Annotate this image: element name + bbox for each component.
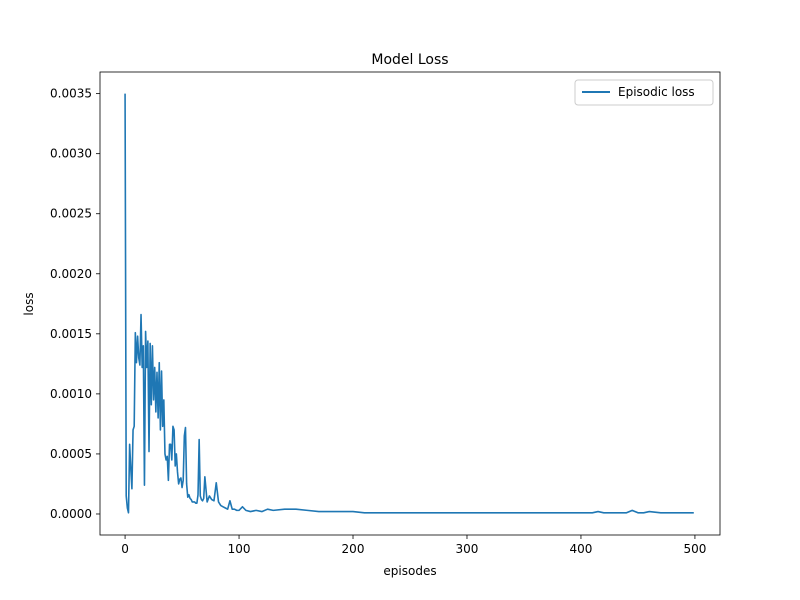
y-tick-label: 0.0015 <box>50 327 92 341</box>
y-tick-label: 0.0025 <box>50 207 92 221</box>
x-tick-label: 200 <box>342 542 365 556</box>
x-tick-label: 100 <box>228 542 251 556</box>
plot-area <box>124 93 694 514</box>
y-tick-label: 0.0005 <box>50 447 92 461</box>
y-tick-label: 0.0010 <box>50 387 92 401</box>
y-tick-label: 0.0030 <box>50 147 92 161</box>
y-tick-label: 0.0000 <box>50 507 92 521</box>
y-tick-label: 0.0020 <box>50 267 92 281</box>
x-axis-label: episodes <box>383 564 436 578</box>
series-line-0 <box>124 93 694 514</box>
legend-label-episodic-loss: Episodic loss <box>618 85 695 99</box>
y-axis-ticks: 0.0000 0.0005 0.0010 0.0015 0.0020 0.0025 0.00… <box>50 87 100 521</box>
y-axis-label: loss <box>22 292 36 315</box>
y-tick-label: 0.0035 <box>50 87 92 101</box>
x-tick-label: 300 <box>456 542 479 556</box>
x-axis-ticks: 0 100 200 300 400 500 <box>121 535 706 556</box>
x-tick-label: 0 <box>121 542 129 556</box>
x-tick-label: 500 <box>683 542 706 556</box>
legend-box <box>574 79 714 106</box>
x-tick-label: 400 <box>570 542 593 556</box>
chart-title: Model Loss <box>371 52 448 68</box>
legend: Episodic loss <box>574 79 714 106</box>
plot-frame <box>99 71 721 536</box>
